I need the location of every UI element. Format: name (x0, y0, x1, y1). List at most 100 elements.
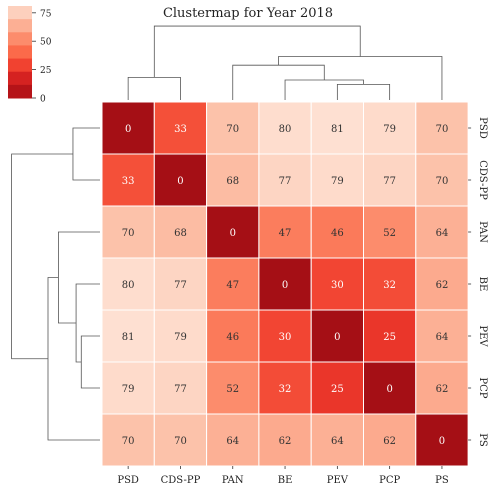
column-tick-label: PCP (379, 475, 400, 486)
colorbar-segment (8, 58, 32, 73)
cell-value-label: 46 (331, 228, 344, 239)
heatmap-cell (415, 257, 469, 311)
cell-value-label: 79 (174, 332, 187, 343)
heatmap-cell (153, 413, 208, 467)
cell-value-label: 64 (436, 332, 449, 343)
heatmap-cell (206, 101, 260, 155)
cell-value-label: 30 (279, 332, 292, 343)
cell-value-label: 64 (226, 436, 239, 447)
heatmap-cell (310, 361, 365, 415)
heatmap-cell (258, 361, 312, 415)
row-tick-label: PCP (477, 377, 488, 398)
cell-value-label: 62 (383, 436, 396, 447)
heatmap-cell (206, 153, 260, 207)
cell-value-label: 25 (383, 332, 396, 343)
cell-value-label: 62 (436, 280, 449, 291)
cell-value-label: 70 (122, 436, 135, 447)
heatmap-cell (101, 101, 155, 155)
cell-value-label: 0 (386, 384, 392, 395)
colorbar-tick-label: 75 (40, 9, 52, 19)
colorbar-segment (8, 71, 32, 86)
colorbar-segment (8, 19, 32, 33)
cell-value-label: 62 (279, 436, 292, 447)
column-dendrogram (127, 25, 443, 100)
dendrogram-link (72, 127, 100, 181)
cell-value-label: 77 (279, 176, 292, 187)
heatmap-cell (415, 309, 469, 363)
heatmap-cell (415, 413, 469, 467)
heatmap-cell (310, 153, 365, 207)
cell-value-label: 81 (331, 124, 344, 135)
cell-value-label: 64 (331, 436, 344, 447)
heatmap-cell (363, 257, 417, 311)
cell-value-label: 0 (177, 176, 183, 187)
heatmap-cell (153, 361, 208, 415)
heatmap-cell (206, 309, 260, 363)
cell-value-label: 0 (439, 436, 445, 447)
heatmap-cell (153, 153, 208, 207)
cell-value-label: 70 (436, 176, 449, 187)
cell-value-label: 30 (331, 280, 344, 291)
cell-value-label: 70 (436, 124, 449, 135)
heatmap-cell (206, 257, 260, 311)
heatmap-cell (363, 101, 417, 155)
dendrogram-link (127, 76, 181, 100)
heatmap-cell (310, 101, 365, 155)
row-tick-label: PS (477, 433, 488, 447)
chart-title: Clustermap for Year 2018 (163, 6, 333, 21)
dendrogram-link (75, 283, 100, 363)
row-tick-label: PSD (477, 117, 488, 139)
row-tick-label: BE (477, 277, 488, 292)
column-tick-label: PSD (117, 475, 139, 486)
colorbar-tick-label: 50 (40, 38, 52, 48)
cell-value-label: 25 (331, 384, 344, 395)
cell-value-label: 77 (383, 176, 396, 187)
dendrogram-link (232, 64, 325, 100)
row-tick-label: CDS-PP (477, 160, 488, 200)
cell-value-label: 68 (226, 176, 239, 187)
colorbar-tick-label: 25 (40, 66, 52, 76)
cell-value-label: 70 (226, 124, 239, 135)
column-tick-label: PEV (327, 475, 349, 486)
cell-value-label: 47 (279, 228, 292, 239)
heatmap-cell (363, 309, 417, 363)
column-labels: PSD CDS-PP PAN BE PEV PCP PS (117, 466, 449, 486)
cell-value-label: 0 (230, 228, 236, 239)
cell-value-label: 70 (174, 436, 187, 447)
cell-value-label: 0 (334, 332, 340, 343)
cell-value-label: 81 (122, 332, 135, 343)
colorbar: 0 25 50 75 (8, 6, 52, 105)
cell-value-label: 79 (383, 124, 396, 135)
row-dendrogram (11, 127, 100, 441)
heatmap-cell (310, 205, 365, 259)
cell-value-label: 68 (174, 228, 187, 239)
dendrogram-link (153, 25, 361, 78)
heatmap-cell (101, 257, 155, 311)
colorbar-segment (8, 6, 32, 20)
row-tick-label: PAN (477, 221, 488, 243)
heatmap-cell (363, 205, 417, 259)
colorbar-tick-label: 0 (40, 95, 46, 105)
cell-value-label: 33 (174, 124, 187, 135)
cell-value-label: 64 (436, 228, 449, 239)
cell-value-label: 80 (122, 280, 135, 291)
heatmap-cell (310, 257, 365, 311)
heatmap-cell (258, 101, 312, 155)
cell-value-label: 32 (383, 280, 396, 291)
heatmap-cell (258, 205, 312, 259)
column-tick-label: BE (278, 475, 293, 486)
heatmap-cell (363, 361, 417, 415)
column-tick-label: PS (435, 475, 449, 486)
colorbar-segment (8, 84, 32, 99)
heatmap-cell (310, 413, 365, 467)
cell-value-label: 77 (174, 280, 187, 291)
dendrogram-link (336, 83, 391, 100)
heatmap-cell (258, 257, 312, 311)
cell-value-label: 70 (122, 228, 135, 239)
cell-value-label: 47 (226, 280, 239, 291)
heatmap-cell (258, 309, 312, 363)
heatmap-cells: 0 33 70 80 81 79 70 33 0 68 77 79 77 70 70 68 0 47 46 52 64 8… (101, 101, 469, 467)
column-tick-label: PAN (222, 475, 244, 486)
